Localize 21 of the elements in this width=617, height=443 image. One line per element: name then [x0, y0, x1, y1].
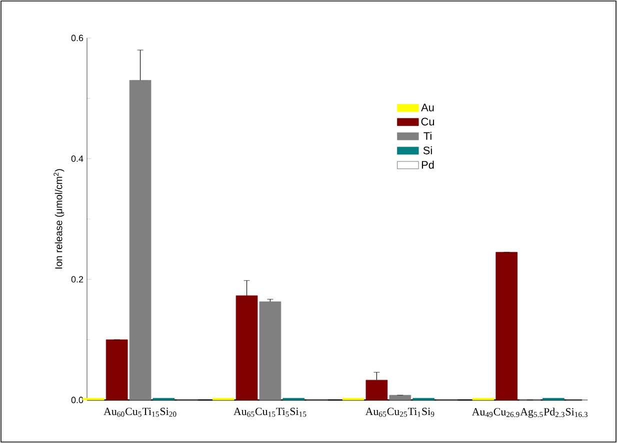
- legend-label: Ti: [424, 132, 432, 140]
- bar: [366, 380, 388, 400]
- legend-label: Pd: [422, 160, 434, 169]
- x-tick-label: Au$_{65}$Cu$_{15}$Ti$_{5}$Si$_{15}$: [234, 408, 306, 417]
- bar: [259, 301, 282, 400]
- y-tick-label: 0.2: [71, 276, 84, 282]
- bar: [496, 252, 518, 400]
- bar: [129, 80, 152, 400]
- legend-label: Si: [423, 146, 432, 154]
- bar: [236, 295, 258, 400]
- y-tick-label: 0.0: [71, 396, 84, 404]
- legend-label: Cu: [421, 118, 434, 126]
- legend-label: Au: [421, 104, 434, 112]
- y-tick-label: 0.4: [71, 155, 84, 162]
- category-label: Au$_{49}$Cu$_{26.9}$Ag$_{5.5}$Pd$_{2.3}$Si$_{16.3}$: [472, 408, 588, 418]
- bar: [106, 339, 128, 400]
- y-axis-title: Ion release (μmol/cm$^{2}$): [54, 169, 64, 269]
- x-tick-label: Au$_{65}$Cu$_{25}$Ti$_{1}$Si$_{9}$: [365, 408, 434, 417]
- bar: [389, 394, 412, 400]
- y-tick-label: 0.6: [71, 34, 84, 42]
- x-tick-label: Au$_{60}$Cu$_{5}$Ti$_{15}$Si$_{20}$: [104, 408, 176, 417]
